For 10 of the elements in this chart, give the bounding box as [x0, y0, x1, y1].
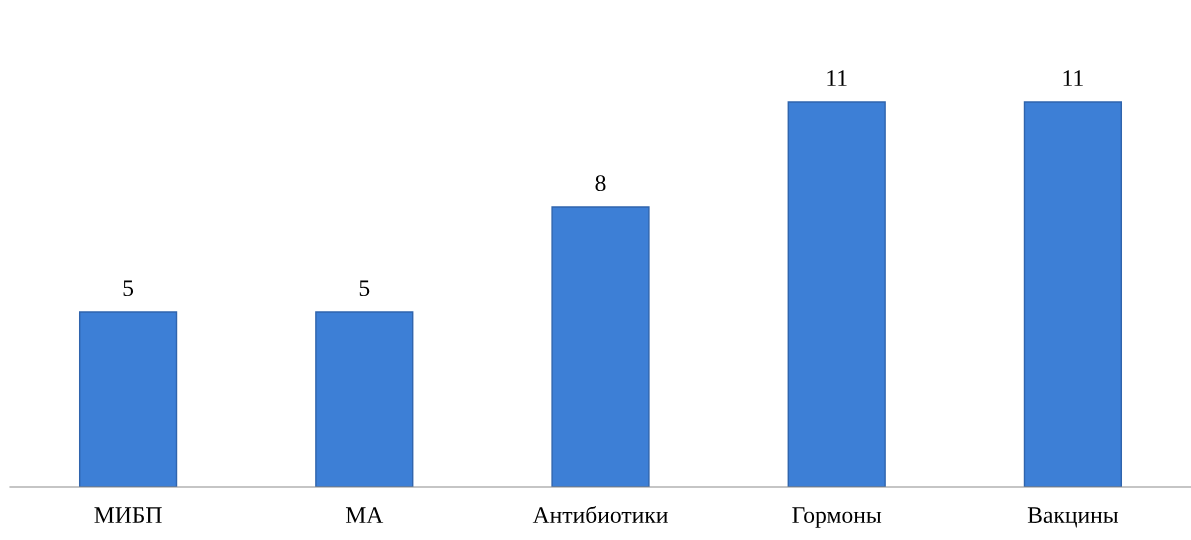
x-tick-label: МИБП: [94, 507, 162, 523]
data-label: 8: [595, 175, 606, 192]
x-tick-label: Вакцины: [1027, 507, 1119, 528]
x-tick-label: Антибиотики: [532, 505, 668, 524]
x-tick-label: МА: [345, 507, 384, 523]
data-label: 5: [123, 280, 134, 297]
data-label: 11: [827, 70, 847, 86]
x-tick-label: Гормоны: [792, 507, 882, 528]
data-label: 5: [359, 280, 370, 297]
data-label: 11: [1063, 70, 1083, 86]
